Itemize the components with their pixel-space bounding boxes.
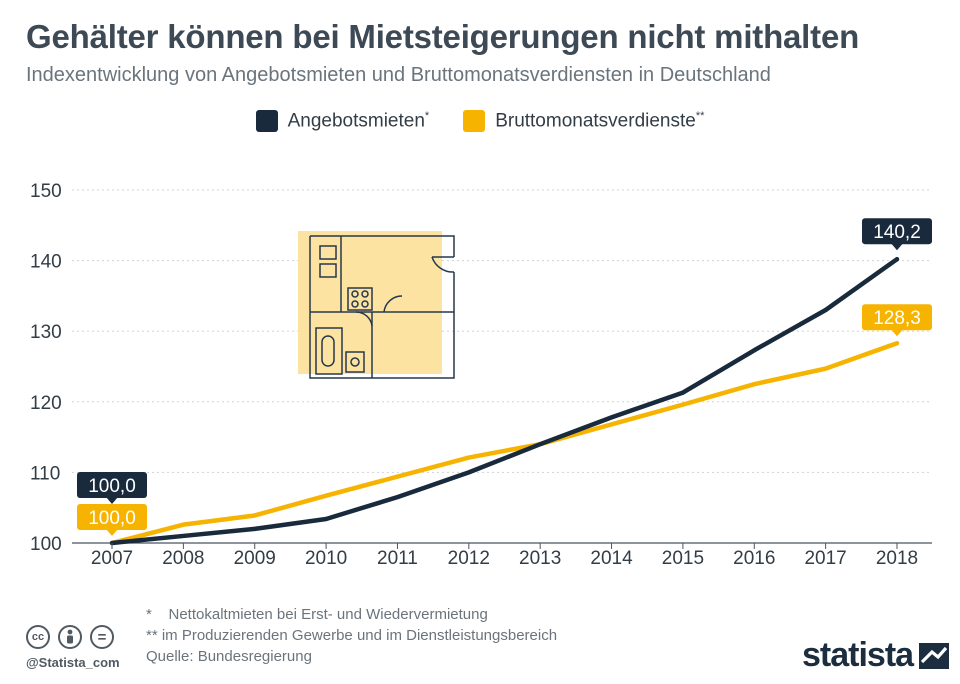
legend-label-angebotsmieten: Angebotsmieten* xyxy=(287,110,430,132)
data-point xyxy=(823,308,828,313)
legend: Angebotsmieten* Bruttomonatsverdienste** xyxy=(0,110,960,133)
y-tick-label: 110 xyxy=(30,463,60,484)
footnotes: * Nettokaltmieten bei Erst- und Wiederve… xyxy=(146,604,557,667)
series-line-bruttomonatsverdienste xyxy=(109,340,900,546)
data-point xyxy=(324,493,329,498)
cc-icon[interactable]: cc xyxy=(26,625,50,649)
data-point xyxy=(395,495,400,500)
data-label: 140,2 xyxy=(862,218,932,251)
legend-item-bruttomonatsverdienste: Bruttomonatsverdienste** xyxy=(463,110,705,133)
data-point xyxy=(466,470,471,475)
data-point xyxy=(324,516,329,521)
x-tick-label: 2015 xyxy=(662,548,704,569)
x-tick-label: 2016 xyxy=(733,548,775,569)
y-tick-label: 120 xyxy=(30,393,62,414)
x-tick-label: 2008 xyxy=(162,548,204,569)
x-tick-label: 2011 xyxy=(377,548,418,569)
x-tick-label: 2010 xyxy=(305,548,347,569)
chart-subtitle: Indexentwicklung von Angebotsmieten und … xyxy=(26,64,771,86)
x-tick-label: 2009 xyxy=(234,548,276,569)
data-label-box xyxy=(77,504,147,530)
data-point xyxy=(252,526,257,531)
legend-swatch-bruttomonatsverdienste xyxy=(463,110,486,133)
x-tick-label: 2013 xyxy=(519,548,561,569)
footnote-rent: * Nettokaltmieten bei Erst- und Wiederve… xyxy=(146,606,488,623)
y-tick-label: 130 xyxy=(30,322,62,343)
data-label-pointer xyxy=(106,529,118,536)
data-point xyxy=(895,341,899,346)
y-tick-label: 140 xyxy=(30,252,62,273)
data-point xyxy=(752,382,757,387)
legend-label-bruttomonatsverdienste: Bruttomonatsverdienste** xyxy=(495,110,705,132)
x-tick-label: 2007 xyxy=(91,548,133,569)
apartment-floorplan-illustration xyxy=(298,231,455,379)
statista-handle[interactable]: @Statista_com xyxy=(26,655,120,670)
x-tick-label: 2018 xyxy=(876,548,918,569)
data-label-pointer xyxy=(891,329,903,337)
legend-item-angebotsmieten: Angebotsmieten* xyxy=(255,110,430,133)
data-label-pointer xyxy=(891,243,903,251)
data-label-text: 100,0 xyxy=(88,508,136,529)
data-label-text: 128,3 xyxy=(873,308,921,329)
data-point xyxy=(895,257,899,262)
series-line-angebotsmieten xyxy=(109,256,900,546)
footnote-wages: ** im Produzierenden Gewerbe und im Dien… xyxy=(146,627,558,644)
data-label: 100,0 xyxy=(77,504,147,536)
data-point xyxy=(680,390,685,395)
person-icon[interactable] xyxy=(58,625,82,649)
source-note: Quelle: Bundesregierung xyxy=(146,648,312,665)
data-label-box xyxy=(77,472,147,498)
data-label: 100,0 xyxy=(77,472,147,504)
statista-logo-icon xyxy=(919,642,950,669)
data-point xyxy=(609,415,614,420)
data-point xyxy=(680,402,685,407)
data-point xyxy=(395,474,400,479)
data-label-text: 140,2 xyxy=(873,222,921,243)
equals-icon[interactable]: = xyxy=(90,625,114,649)
data-label-text: 100,0 xyxy=(88,476,136,497)
data-point xyxy=(609,422,614,427)
data-label-box xyxy=(862,218,932,245)
brand-name: statista xyxy=(802,636,914,674)
x-tick-label: 2014 xyxy=(590,548,633,569)
license-icons: cc = xyxy=(26,625,114,649)
x-tick-label: 2012 xyxy=(448,548,490,569)
data-point xyxy=(823,366,828,371)
chart-title: Gehälter können bei Mietsteigerungen nic… xyxy=(26,18,860,55)
data-label-box xyxy=(862,304,932,331)
y-tick-label: 150 xyxy=(30,181,62,202)
y-tick-label: 100 xyxy=(30,534,62,555)
data-point xyxy=(752,348,757,353)
data-point xyxy=(181,522,186,527)
data-point xyxy=(252,513,257,518)
statista-logo[interactable]: statista xyxy=(802,636,950,675)
line-chart: 100,0 100,0 140,2 128,3 2007 2008 2009 2010 201… xyxy=(30,181,932,569)
x-tick-label: 2017 xyxy=(804,548,846,569)
data-label: 128,3 xyxy=(862,304,932,337)
data-point xyxy=(181,533,186,538)
data-point xyxy=(538,442,543,447)
legend-swatch-angebotsmieten xyxy=(255,110,278,133)
data-point xyxy=(466,455,471,460)
data-label-pointer xyxy=(106,497,118,504)
